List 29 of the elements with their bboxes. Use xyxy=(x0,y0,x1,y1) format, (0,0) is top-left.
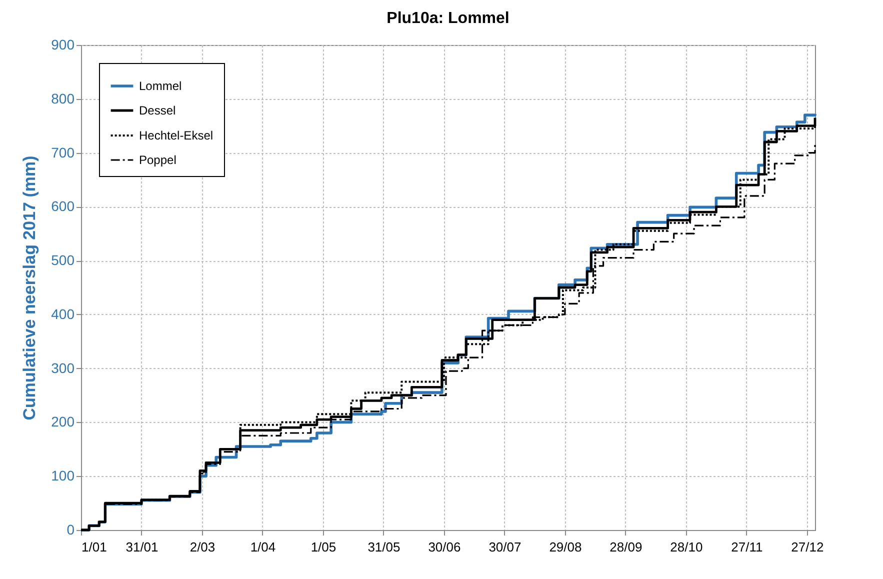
y-tick-label: 0 xyxy=(66,522,75,538)
y-axis-title: Cumulatieve neerslag 2017 (mm) xyxy=(20,156,40,420)
x-tick-label: 31/05 xyxy=(368,540,400,554)
y-tick-label: 800 xyxy=(51,90,75,106)
x-tick-label: 28/09 xyxy=(610,540,642,554)
x-tick-label: 28/10 xyxy=(670,540,703,554)
legend-label: Lommel xyxy=(139,79,182,93)
x-tick-label: 31/01 xyxy=(126,540,158,554)
y-tick-label: 500 xyxy=(51,252,75,268)
x-tick-label: 1/01 xyxy=(82,540,107,554)
x-tick-label: 29/08 xyxy=(549,540,582,554)
legend-label: Poppel xyxy=(139,153,176,167)
x-tick-label: 27/12 xyxy=(791,540,824,554)
chart-title: Plu10a: Lommel xyxy=(386,10,510,27)
y-tick-label: 900 xyxy=(51,36,75,52)
legend-label: Dessel xyxy=(139,104,176,118)
x-tick-label: 1/04 xyxy=(250,540,276,554)
x-tick-label: 2/03 xyxy=(190,540,216,554)
y-tick-label: 200 xyxy=(51,414,75,430)
x-tick-label: 1/05 xyxy=(310,540,336,554)
y-tick-label: 600 xyxy=(51,198,75,214)
y-tick-label: 400 xyxy=(51,306,75,322)
legend-label: Hechtel-Eksel xyxy=(139,128,214,142)
y-tick-label: 700 xyxy=(51,144,75,160)
x-tick-label: 30/06 xyxy=(428,540,461,554)
x-tick-label: 27/11 xyxy=(731,540,763,554)
x-tick-label: 30/07 xyxy=(488,540,522,554)
y-tick-label: 300 xyxy=(51,360,75,376)
y-tick-label: 100 xyxy=(51,468,75,484)
